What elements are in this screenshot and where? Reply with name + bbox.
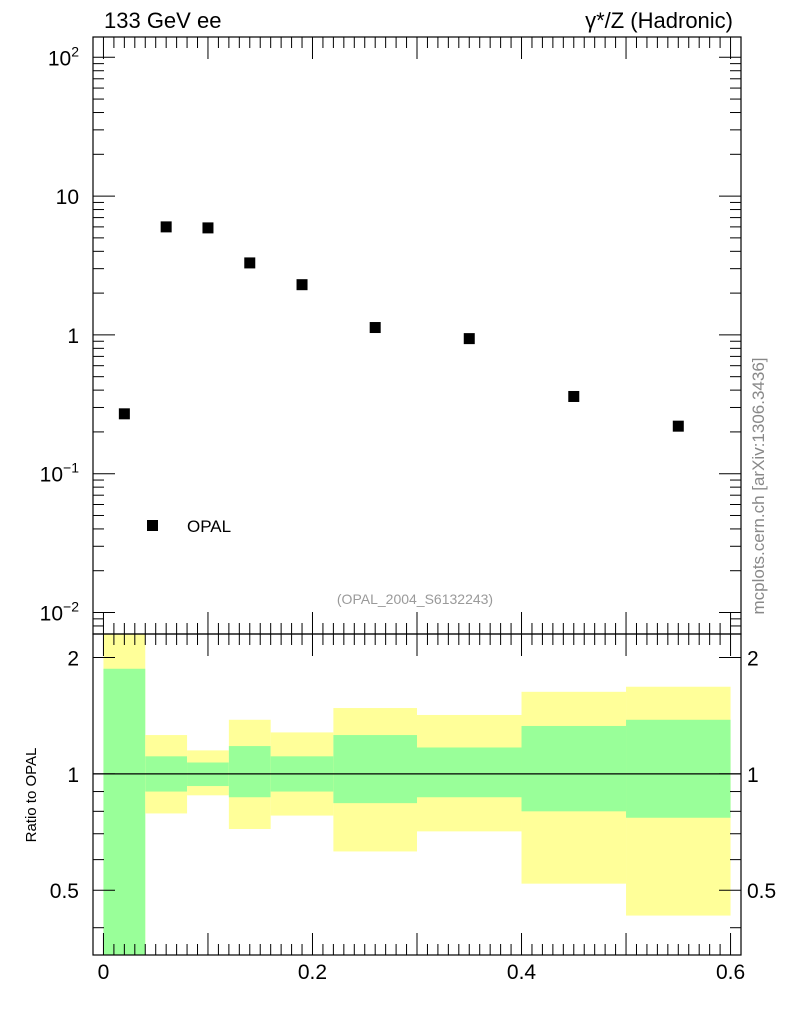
ratio-y-tick-label: 0.5 <box>50 880 79 903</box>
data-point-6 <box>463 333 475 345</box>
ratio-inner-band-6 <box>417 747 522 798</box>
ratio-y-tick-label: 1 <box>67 764 79 787</box>
ratio-inner-band-3 <box>228 746 271 798</box>
ratio-ylabel: Ratio to OPAL <box>23 748 40 843</box>
legend-label: OPAL <box>187 517 231 536</box>
ratio-inner-band-8 <box>626 719 731 818</box>
reference-label: (OPAL_2004_S6132243) <box>337 591 493 607</box>
ratio-inner-band-0 <box>103 668 146 955</box>
x-tick-label: 0.6 <box>716 961 745 984</box>
ratio-y-tick-label: 2 <box>67 647 79 670</box>
header-right-label: γ*/Z (Hadronic) <box>585 8 733 33</box>
main-frame <box>92 36 742 635</box>
ratio-y-tick-label-right: 2 <box>747 647 759 670</box>
data-point-1 <box>160 221 172 233</box>
y-tick-label: 10−2 <box>40 598 80 625</box>
ratio-y-tick-label-right: 0.5 <box>747 880 776 903</box>
ratio-inner-band-5 <box>333 735 417 804</box>
data-point-7 <box>568 390 580 402</box>
main-points <box>118 221 684 432</box>
data-point-0 <box>118 408 130 420</box>
y-tick-label: 1 <box>67 325 79 348</box>
legend-marker <box>147 520 158 531</box>
main-axis: 102 10 1 10−1 10−2 <box>40 36 742 635</box>
y-tick-label: 10 <box>56 186 79 209</box>
header-left-label: 133 GeV ee <box>104 8 221 33</box>
data-point-8 <box>672 420 684 432</box>
data-point-4 <box>296 279 308 291</box>
y-tick-label: 10−1 <box>40 460 80 487</box>
data-point-2 <box>202 222 214 234</box>
data-point-5 <box>369 322 381 334</box>
ratio-bands <box>103 634 731 955</box>
data-point-3 <box>244 257 256 269</box>
side-label: mcplots.cern.ch [arXiv:1306.3436] <box>749 357 768 614</box>
ratio-inner-band-7 <box>521 725 627 812</box>
ratio-y-tick-label-right: 1 <box>747 764 759 787</box>
x-tick-label: 0 <box>98 961 110 984</box>
x-tick-label: 0.2 <box>298 961 327 984</box>
y-tick-label: 102 <box>48 43 79 70</box>
x-tick-label: 0.4 <box>507 961 537 984</box>
